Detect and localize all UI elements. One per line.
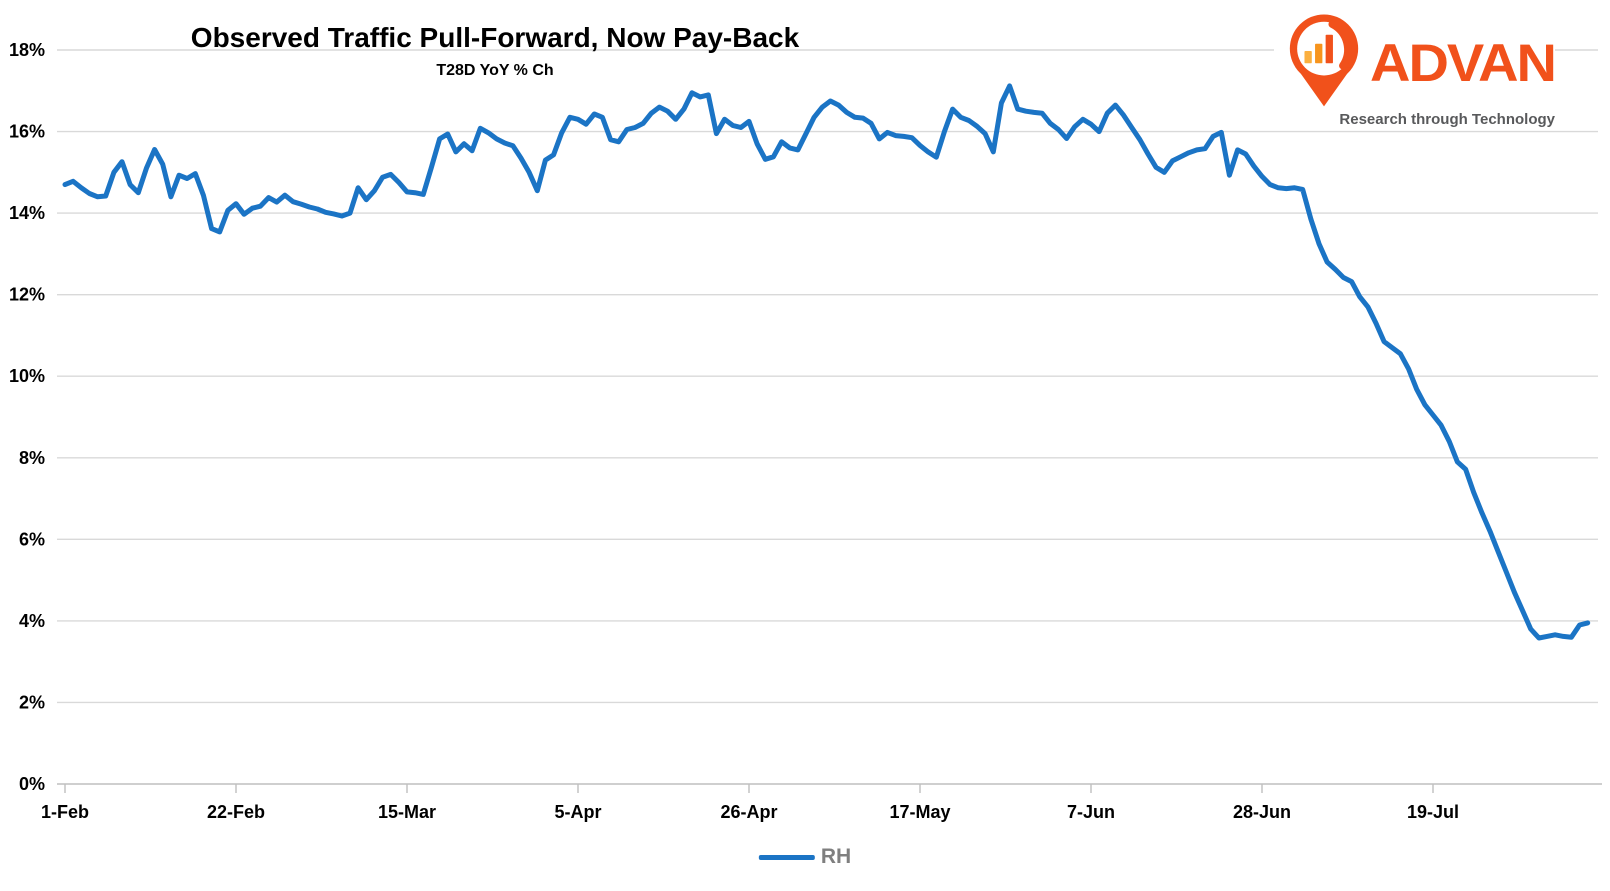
y-axis-label: 10%	[9, 366, 45, 386]
y-axis-label: 0%	[19, 774, 45, 794]
x-axis-label: 28-Jun	[1233, 802, 1291, 822]
logo-tagline: Research through Technology	[1339, 111, 1555, 128]
x-axis-label: 19-Jul	[1407, 802, 1459, 822]
location-pin-bar-chart-icon	[1280, 12, 1368, 113]
y-axis-label: 12%	[9, 285, 45, 305]
advan-logo: ADVAN Research through Technology	[1274, 10, 1557, 130]
legend-series-label: RH	[820, 845, 852, 868]
y-axis-label: 6%	[19, 529, 45, 549]
rh-series-line	[62, 83, 1591, 641]
x-axis-label: 17-May	[889, 802, 950, 822]
x-axis-label: 5-Apr	[554, 802, 601, 822]
y-axis-label: 16%	[9, 122, 45, 142]
legend-line-swatch	[758, 854, 815, 860]
y-axis-label: 2%	[19, 692, 45, 712]
x-axis-label: 7-Jun	[1067, 802, 1115, 822]
x-axis-label: 22-Feb	[207, 802, 265, 822]
chart-legend: RH	[758, 845, 852, 869]
y-axis-label: 14%	[9, 203, 45, 223]
logo-wordmark: ADVAN	[1370, 32, 1557, 92]
y-axis-label: 4%	[19, 611, 45, 631]
y-axis-label: 18%	[9, 40, 45, 60]
x-axis-label: 1-Feb	[41, 802, 89, 822]
y-axis-label: 8%	[19, 448, 45, 468]
chart-subtitle: T28D YoY % Ch	[436, 62, 554, 79]
x-axis-label: 26-Apr	[720, 802, 777, 822]
chart-title: Observed Traffic Pull-Forward, Now Pay-B…	[190, 22, 800, 53]
x-axis-label: 15-Mar	[378, 802, 436, 822]
